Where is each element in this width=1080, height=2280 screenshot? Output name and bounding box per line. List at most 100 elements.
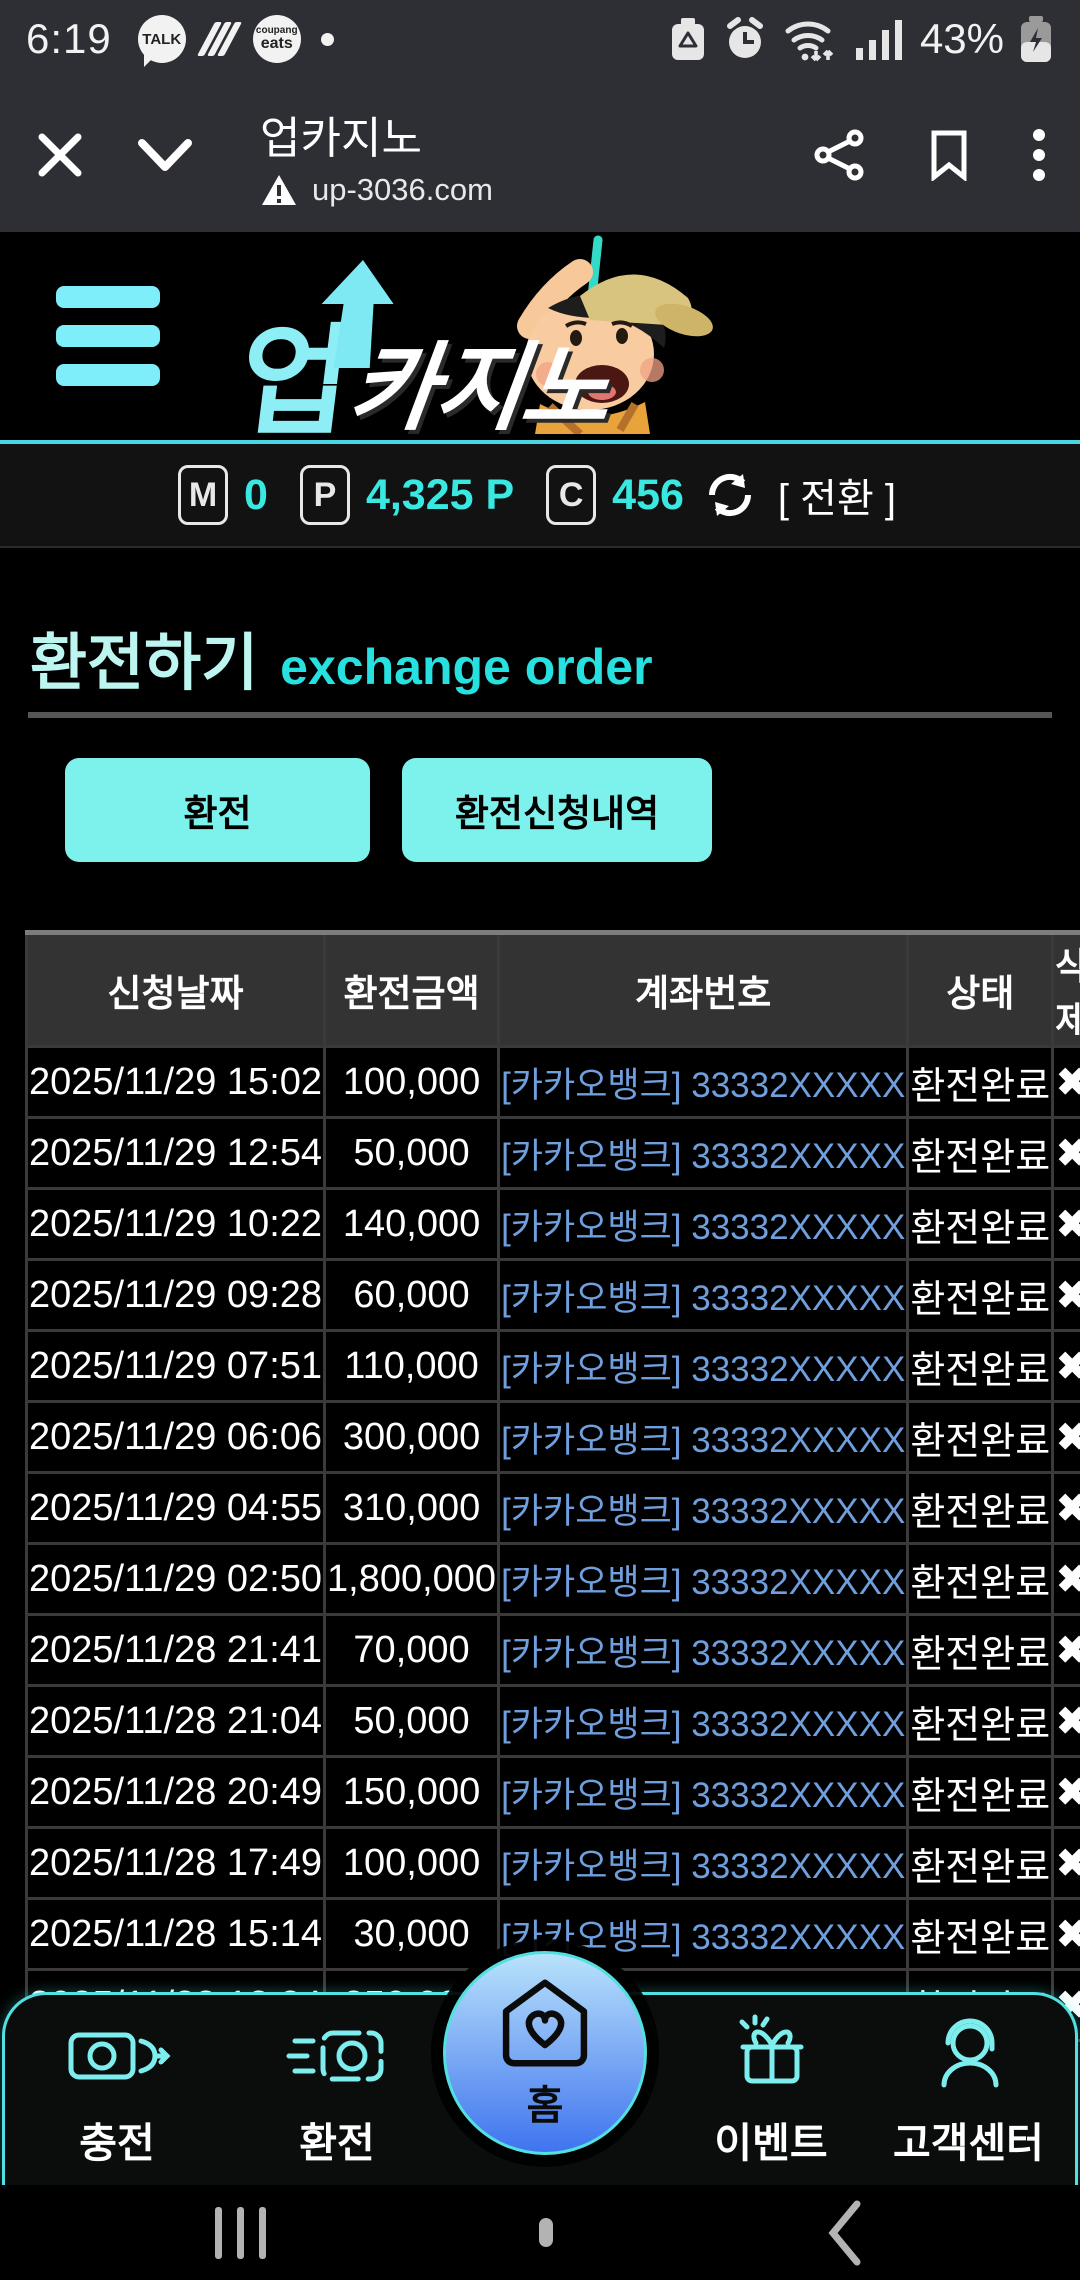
delete-button[interactable]: ✖ <box>1051 1471 1080 1545</box>
cell-amount: 70,000 <box>323 1613 501 1687</box>
cell-status: 환전완료 <box>906 1684 1055 1758</box>
signal-strength-icon <box>854 16 906 62</box>
site-header: 업 카지노 <box>0 232 1080 449</box>
status-bar: 6:19 TALK coupang eats 43% <box>0 0 1080 78</box>
url-text: up-3036.com <box>312 172 493 207</box>
recent-apps-button[interactable] <box>215 2206 266 2259</box>
delete-button[interactable]: ✖ <box>1051 1542 1080 1616</box>
share-button[interactable] <box>814 129 866 181</box>
cell-request-date: 2025/11/29 02:50 <box>24 1542 327 1616</box>
page-heading-korean: 환전하기 <box>30 629 259 698</box>
table-row: 2025/11/29 07:51 110,000 [카카오뱅크] 33332XX… <box>24 1329 1080 1403</box>
cell-request-date: 2025/11/29 09:28 <box>24 1258 327 1332</box>
coupon-badge-icon: C <box>546 465 597 525</box>
cell-account-link[interactable]: [카카오뱅크] 33332XXXXX <box>497 1684 910 1758</box>
cell-amount: 50,000 <box>323 1684 501 1758</box>
action-buttons: 환전 환전신청내역 <box>65 758 712 862</box>
cell-amount: 110,000 <box>323 1329 501 1403</box>
notification-icons: TALK coupang eats <box>137 15 334 67</box>
exchange-button[interactable]: 환전 <box>65 758 370 862</box>
system-status-icons: 43% <box>668 14 1054 64</box>
mascot-illustration <box>430 234 730 434</box>
cell-request-date: 2025/11/29 06:06 <box>24 1400 327 1474</box>
nav-item-support[interactable]: 고객센터 <box>893 2013 1044 2169</box>
table-row: 2025/11/28 21:04 50,000 [카카오뱅크] 33332XXX… <box>24 1684 1080 1758</box>
close-tab-button[interactable] <box>34 129 86 181</box>
site-logo[interactable]: 업 카지노 <box>232 232 840 449</box>
delete-button[interactable]: ✖ <box>1051 1400 1080 1474</box>
divider <box>28 712 1052 718</box>
menu-kebab-button[interactable] <box>1032 127 1046 183</box>
delete-button[interactable]: ✖ <box>1051 1826 1080 1900</box>
delete-button[interactable]: ✖ <box>1051 1258 1080 1332</box>
delete-button[interactable]: ✖ <box>1051 1187 1080 1261</box>
delete-button[interactable]: ✖ <box>1051 1116 1080 1190</box>
hamburger-menu-button[interactable] <box>56 286 160 386</box>
table-header: 신청날짜 환전금액 계좌번호 상태 삭제 <box>24 930 1080 1048</box>
nav-item-events[interactable]: 이벤트 <box>711 2013 831 2169</box>
nav-item-deposit[interactable]: 충전 <box>57 2013 177 2169</box>
cell-account-link[interactable]: [카카오뱅크] 33332XXXXX <box>497 1045 910 1119</box>
cell-account-link[interactable]: [카카오뱅크] 33332XXXXX <box>497 1258 910 1332</box>
android-home-button[interactable] <box>538 2218 553 2247</box>
bookmark-button[interactable] <box>928 129 970 181</box>
delete-button[interactable]: ✖ <box>1051 1684 1080 1758</box>
convert-link[interactable]: [ 전환 ] <box>772 465 902 525</box>
cell-status: 환전완료 <box>906 1471 1055 1545</box>
point-value: 4,325 P <box>365 470 515 519</box>
url-bar[interactable]: up-3036.com <box>260 172 493 208</box>
cell-account-link[interactable]: [카카오뱅크] 33332XXXXX <box>497 1116 910 1190</box>
browser-chrome: 업카지노 up-3036.com <box>0 78 1080 232</box>
cell-request-date: 2025/11/28 21:41 <box>24 1613 327 1687</box>
cell-account-link[interactable]: [카카오뱅크] 33332XXXXX <box>497 1826 910 1900</box>
cell-account-link[interactable]: [카카오뱅크] 33332XXXXX <box>497 1613 910 1687</box>
table-row: 2025/11/29 15:02 100,000 [카카오뱅크] 33332XX… <box>24 1045 1080 1119</box>
cell-account-link[interactable]: [카카오뱅크] 33332XXXXX <box>497 1329 910 1403</box>
delete-button[interactable]: ✖ <box>1051 1755 1080 1829</box>
cell-status: 환전완료 <box>906 1116 1055 1190</box>
tab-title: 업카지노 <box>260 114 422 163</box>
delete-button[interactable]: ✖ <box>1051 1897 1080 1971</box>
cell-account-link[interactable]: [카카오뱅크] 33332XXXXX <box>497 1542 910 1616</box>
cell-status: 환전완료 <box>906 1045 1055 1119</box>
wifi-icon <box>782 15 840 63</box>
cell-request-date: 2025/11/29 12:54 <box>24 1116 327 1190</box>
cell-request-date: 2025/11/29 07:51 <box>24 1329 327 1403</box>
money-badge-icon: M <box>178 465 229 525</box>
page-title-block: 업카지노 up-3036.com <box>260 102 493 208</box>
bottom-nav: 충전 환전 홈 이벤트 <box>2 1951 1078 2185</box>
cell-status: 환전완료 <box>906 1897 1055 1971</box>
header-date: 신청날짜 <box>24 930 327 1048</box>
delete-button[interactable]: ✖ <box>1051 1045 1080 1119</box>
table-row: 2025/11/28 17:49 100,000 [카카오뱅크] 33332XX… <box>24 1826 1080 1900</box>
cell-status: 환전완료 <box>906 1826 1055 1900</box>
cell-account-link[interactable]: [카카오뱅크] 33332XXXXX <box>497 1755 910 1829</box>
cell-request-date: 2025/11/28 17:49 <box>24 1826 327 1900</box>
refresh-icon[interactable] <box>704 469 756 521</box>
cell-account-link[interactable]: [카카오뱅크] 33332XXXXX <box>497 1187 910 1261</box>
android-nav-bar <box>0 2185 1080 2280</box>
back-button[interactable] <box>825 2198 865 2268</box>
table-row: 2025/11/29 09:28 60,000 [카카오뱅크] 33332XXX… <box>24 1258 1080 1332</box>
cell-request-date: 2025/11/29 04:55 <box>24 1471 327 1545</box>
page-heading: 환전하기 exchange order <box>30 612 653 702</box>
up-arrow-icon <box>307 260 405 370</box>
cell-account-link[interactable]: [카카오뱅크] 33332XXXXX <box>497 1471 910 1545</box>
exchange-history-button[interactable]: 환전신청내역 <box>402 758 712 862</box>
delete-button[interactable]: ✖ <box>1051 1613 1080 1687</box>
cell-amount: 50,000 <box>323 1116 501 1190</box>
nav-item-exchange[interactable]: 환전 <box>277 2013 397 2169</box>
home-heart-icon <box>493 1975 597 2071</box>
cell-status: 환전완료 <box>906 1755 1055 1829</box>
header-delete: 삭제 <box>1051 930 1080 1048</box>
collapse-chevron-button[interactable] <box>134 133 196 177</box>
cell-request-date: 2025/11/28 15:14 <box>24 1897 327 1971</box>
cell-account-link[interactable]: [카카오뱅크] 33332XXXXX <box>497 1400 910 1474</box>
header-status: 상태 <box>906 930 1055 1048</box>
cell-status: 환전완료 <box>906 1258 1055 1332</box>
table-row: 2025/11/29 02:50 1,800,000 [카카오뱅크] 33332… <box>24 1542 1080 1616</box>
delete-button[interactable]: ✖ <box>1051 1329 1080 1403</box>
coupang-eats-notification-icon: coupang eats <box>252 15 301 63</box>
nav-item-home[interactable]: 홈 <box>443 1951 647 2155</box>
